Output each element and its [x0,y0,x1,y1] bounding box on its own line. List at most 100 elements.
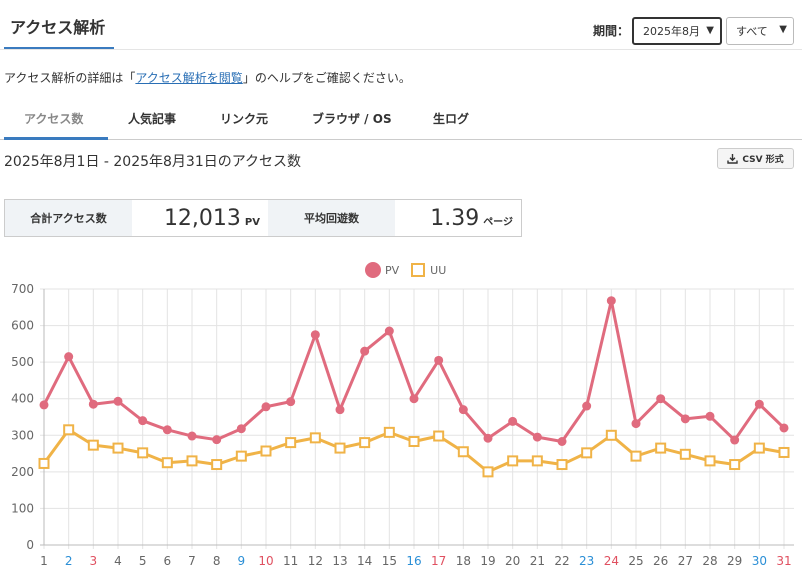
tab-browser-os[interactable]: ブラウザ / OS [312,112,392,126]
uu-data-point [161,457,173,469]
tab-referrers[interactable]: リンク元 [220,112,269,126]
pv-data-point [261,402,271,412]
pv-data-point [532,432,542,442]
x-tick-label: 1 [40,554,48,568]
uu-data-point [260,445,272,457]
csv-button-label: CSV 形式 [742,155,784,165]
uu-data-point [359,437,371,449]
x-tick-label: 10 [258,554,273,568]
x-tick-label: 6 [164,554,172,568]
help-prefix: アクセス解析の詳細は「 [4,71,136,85]
y-tick-label: 200 [11,465,34,479]
uu-data-point [383,426,395,438]
tab-access-count[interactable]: アクセス数 [24,112,84,126]
x-tick-label: 8 [213,554,221,568]
period-label: 期間： [593,24,630,38]
x-tick-label: 11 [283,554,298,568]
month-select[interactable]: 2025年8月 ▼ [632,17,722,45]
uu-data-point [457,446,469,458]
uu-data-point [309,432,321,444]
x-tick-label: 17 [431,554,446,568]
chevron-down-icon: ▼ [706,25,714,36]
pv-data-point [631,419,641,429]
x-tick-label: 29 [727,554,742,568]
tab-raw-log[interactable]: 生ログ [433,112,470,126]
help-suffix: 」のヘルプをご確認ください。 [242,71,411,85]
y-tick-label: 500 [11,355,34,369]
uu-data-point [408,436,420,448]
download-icon [727,154,739,164]
pv-data-point [39,400,49,410]
pv-data-point [656,394,666,404]
uu-data-point [531,455,543,467]
uu-data-point [581,447,593,459]
pv-data-point [212,435,222,445]
x-tick-label: 18 [456,554,471,568]
uu-data-point [753,442,765,454]
x-tick-label: 15 [382,554,397,568]
x-tick-label: 24 [604,554,619,568]
x-tick-label: 9 [238,554,246,568]
chart-legend: PV UU [365,262,446,278]
total-access-label: 合計アクセス数 [5,200,132,236]
pv-data-point [64,352,74,362]
uu-data-point [285,437,297,449]
uu-data-point [729,459,741,471]
uu-data-point [137,447,149,459]
pv-legend-marker [365,262,381,278]
pv-data-point [680,414,690,424]
tab-bar: アクセス数 人気記事 リンク元 ブラウザ / OS 生ログ [0,100,802,140]
pv-data-point [187,431,197,441]
help-text: アクセス解析の詳細は「アクセス解析を閲覧」のヘルプをご確認ください。 [4,69,411,86]
uu-data-point [778,446,790,458]
x-tick-label: 7 [188,554,196,568]
uu-data-point [38,457,50,469]
uu-data-point [482,466,494,478]
uu-data-point [211,459,223,471]
uu-data-point [186,455,198,467]
pv-data-point [360,346,370,356]
uu-data-point [87,439,99,451]
scope-select[interactable]: すべて ▼ [726,17,794,45]
uu-data-point [112,442,124,454]
x-tick-label: 30 [752,554,767,568]
pv-data-point [483,433,493,443]
range-title: 2025年8月1日 - 2025年8月31日のアクセス数 [4,154,302,170]
active-tab-indicator [4,137,108,140]
pv-data-point [310,330,320,340]
y-tick-label: 400 [11,392,34,406]
pv-data-point [606,296,616,306]
pv-legend-label: PV [385,263,400,277]
x-tick-label: 2 [65,554,73,568]
x-tick-label: 3 [90,554,98,568]
uu-data-point [630,450,642,462]
title-underline [4,47,114,49]
pv-data-point [458,405,468,415]
x-tick-label: 21 [530,554,545,568]
uu-data-point [605,429,617,441]
help-link[interactable]: アクセス解析を閲覧 [135,71,243,85]
pv-data-point [754,399,764,409]
x-tick-label: 26 [653,554,668,568]
csv-export-button[interactable]: CSV 形式 [717,148,794,169]
tab-popular-articles[interactable]: 人気記事 [128,112,177,126]
uu-data-point [433,430,445,442]
uu-data-point [655,442,667,454]
x-tick-label: 12 [308,554,323,568]
y-tick-label: 600 [11,319,34,333]
month-select-value: 2025年8月 [643,25,700,38]
pv-data-point [730,435,740,445]
x-tick-label: 5 [139,554,147,568]
x-tick-label: 13 [332,554,347,568]
uu-legend-marker [411,263,426,277]
avg-pages-unit: ページ [483,217,513,228]
pv-data-point [335,405,345,415]
scope-select-value: すべて [736,25,768,38]
y-tick-label: 0 [26,538,34,552]
chevron-down-icon: ▼ [779,24,787,35]
pv-data-point [779,423,789,433]
y-tick-label: 300 [11,428,34,442]
uu-data-point [63,424,75,436]
x-tick-label: 27 [678,554,693,568]
